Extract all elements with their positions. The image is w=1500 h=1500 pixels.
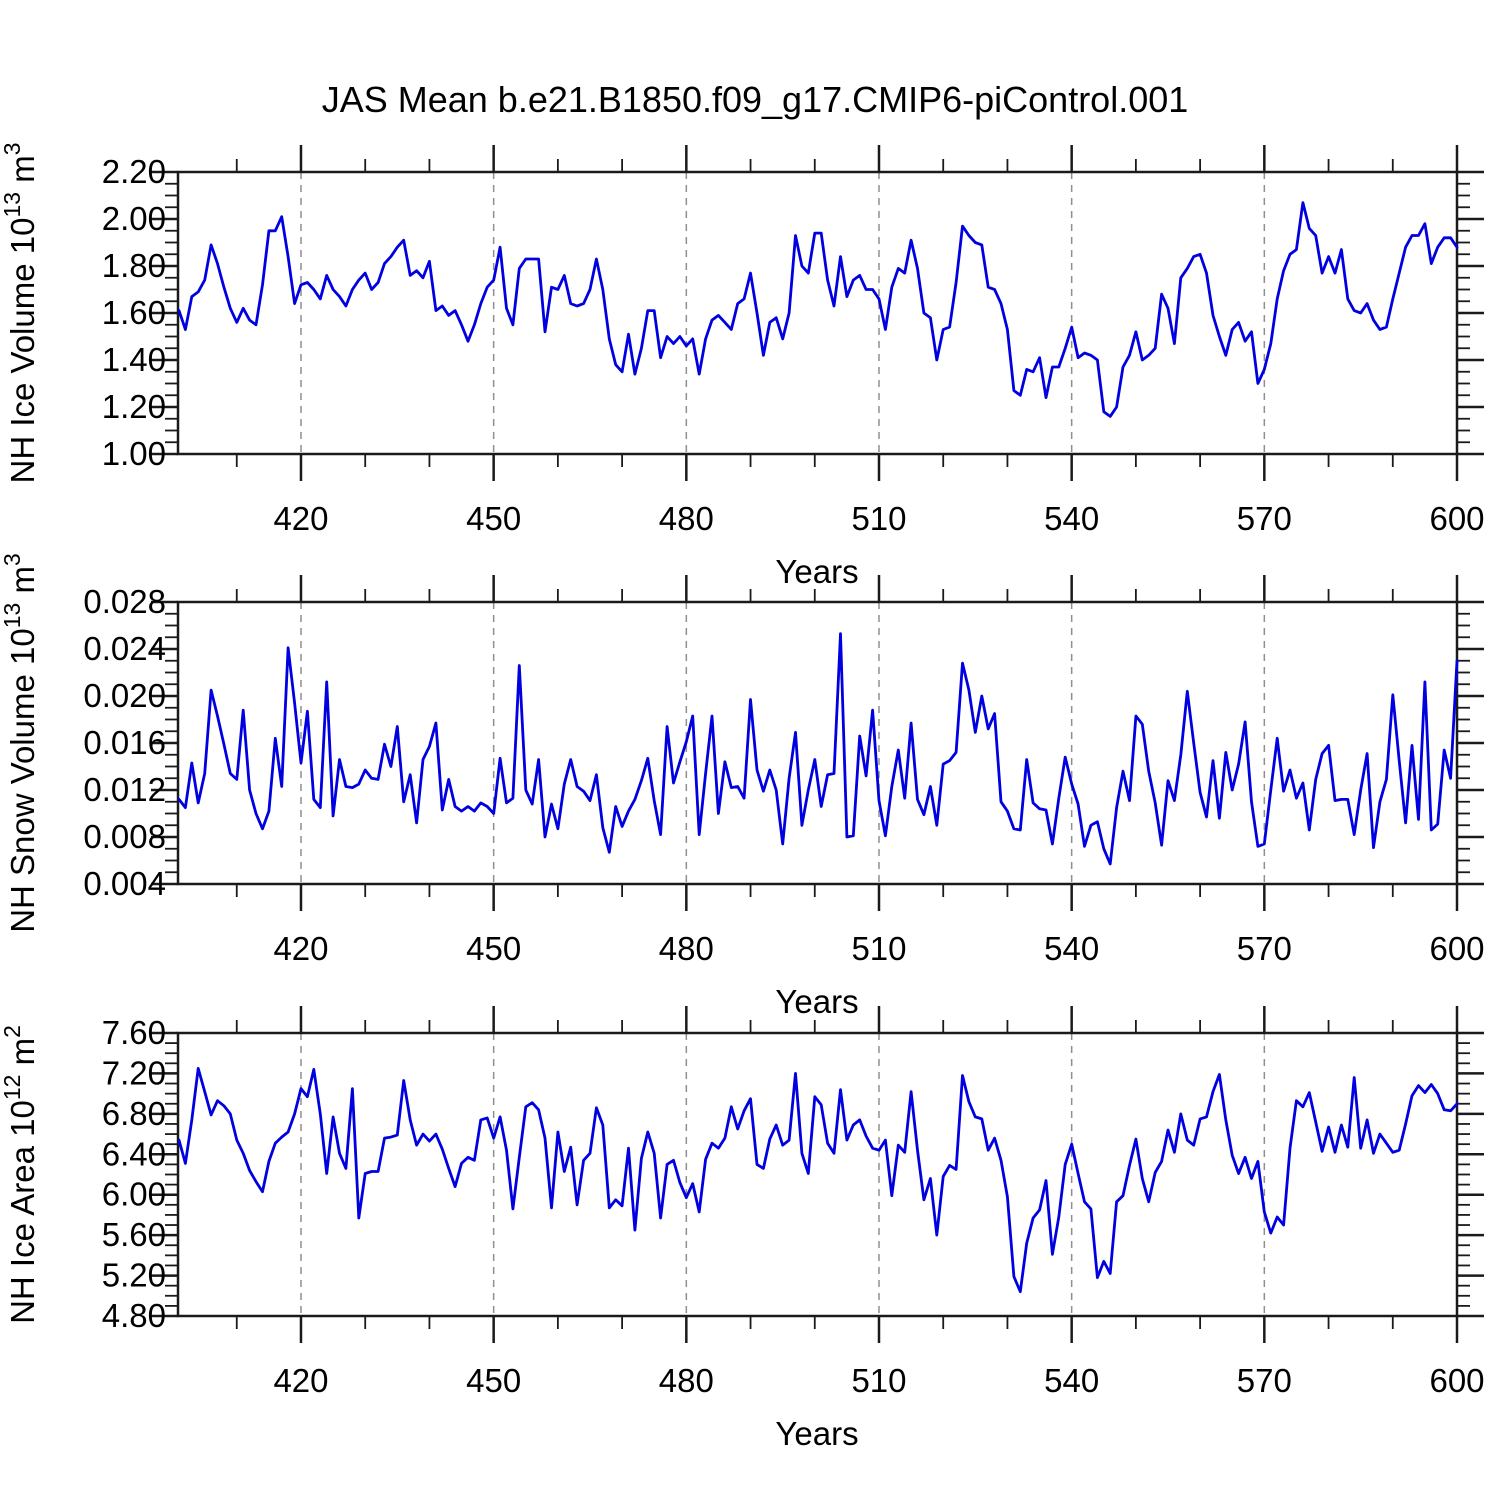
y-tick-label: 0.024 [83, 630, 166, 667]
y-tick-label: 6.40 [102, 1135, 166, 1172]
x-tick-label: 600 [1429, 1362, 1484, 1399]
y-tick-label: 1.60 [102, 294, 166, 331]
y-tick-label: 0.008 [83, 818, 166, 855]
data-line-nh-ice-area [177, 1067, 1459, 1294]
y-tick-label: 7.60 [102, 1014, 166, 1051]
y-tick-label: 0.016 [83, 724, 166, 761]
y-tick-label: 5.60 [102, 1216, 166, 1253]
x-tick-label: 570 [1237, 500, 1292, 537]
x-axis-title-panel2: Years [775, 983, 858, 1020]
x-tick-label: 510 [851, 1362, 906, 1399]
panel-nh-ice-area: 420 450 480 510 540 570 600 4.805.20 5.606.00 6.4… [0, 1006, 1485, 1399]
y-tick-label: 2.00 [102, 200, 166, 237]
x-tick-label: 510 [851, 930, 906, 967]
x-tick-label: 480 [659, 1362, 714, 1399]
x-tick-label: 480 [659, 930, 714, 967]
y-tick-label: 0.028 [83, 583, 166, 620]
y-axis-title: NH Ice Volume 1013 m3 [0, 142, 41, 483]
y-tick-label: 2.20 [102, 153, 166, 190]
y-tick-label: 1.20 [102, 388, 166, 425]
panel-nh-snow-volume: 420 450 480 510 540 570 600 0.004 0.008 0.012 0.01… [0, 553, 1485, 967]
y-tick-label: 1.80 [102, 247, 166, 284]
y-tick-label: 1.40 [102, 341, 166, 378]
x-axis-title-panel1: Years [775, 553, 858, 590]
x-axis-title-panel3: Years [775, 1415, 858, 1452]
x-tick-label: 420 [273, 500, 328, 537]
y-tick-label: 7.20 [102, 1054, 166, 1091]
x-tick-label: 570 [1237, 1362, 1292, 1399]
x-tick-label: 570 [1237, 930, 1292, 967]
x-tick-label: 600 [1429, 930, 1484, 967]
figure-title: JAS Mean b.e21.B1850.f09_g17.CMIP6-piCon… [322, 79, 1189, 120]
y-tick-label: 0.012 [83, 771, 166, 808]
x-tick-label: 540 [1044, 1362, 1099, 1399]
y-tick-label: 0.004 [83, 865, 166, 902]
y-tick-label: 6.00 [102, 1176, 166, 1213]
x-tick-label: 540 [1044, 930, 1099, 967]
panel-nh-ice-volume: 420 450 480 510 540 570 600 1.00 1.20 1.40 1.60 1.8… [0, 142, 1485, 537]
x-tick-label: 450 [466, 1362, 521, 1399]
y-tick-label: 4.80 [102, 1297, 166, 1334]
x-tick-label: 480 [659, 500, 714, 537]
plot-border [176, 600, 1459, 886]
y-axis-title: NH Snow Volume 1013 m3 [0, 553, 41, 933]
x-tick-label: 420 [273, 1362, 328, 1399]
data-line-nh-snow-volume [177, 632, 1459, 866]
x-tick-label: 450 [466, 930, 521, 967]
y-tick-label: 1.00 [102, 435, 166, 472]
x-tick-label: 450 [466, 500, 521, 537]
x-tick-label: 510 [851, 500, 906, 537]
plot-border [176, 170, 1459, 456]
x-tick-label: 540 [1044, 500, 1099, 537]
y-tick-label: 6.80 [102, 1095, 166, 1132]
plot-border [176, 1031, 1459, 1318]
data-line-nh-ice-volume [177, 201, 1459, 418]
y-axis-title: NH Ice Area 1012 m2 [0, 1025, 41, 1324]
x-tick-label: 420 [273, 930, 328, 967]
y-tick-label: 0.020 [83, 677, 166, 714]
y-tick-label: 5.20 [102, 1257, 166, 1294]
panels: 420 450 480 510 540 570 600 1.00 1.20 1.40 1.60 1.8… [0, 142, 1485, 1399]
x-tick-label: 600 [1429, 500, 1484, 537]
